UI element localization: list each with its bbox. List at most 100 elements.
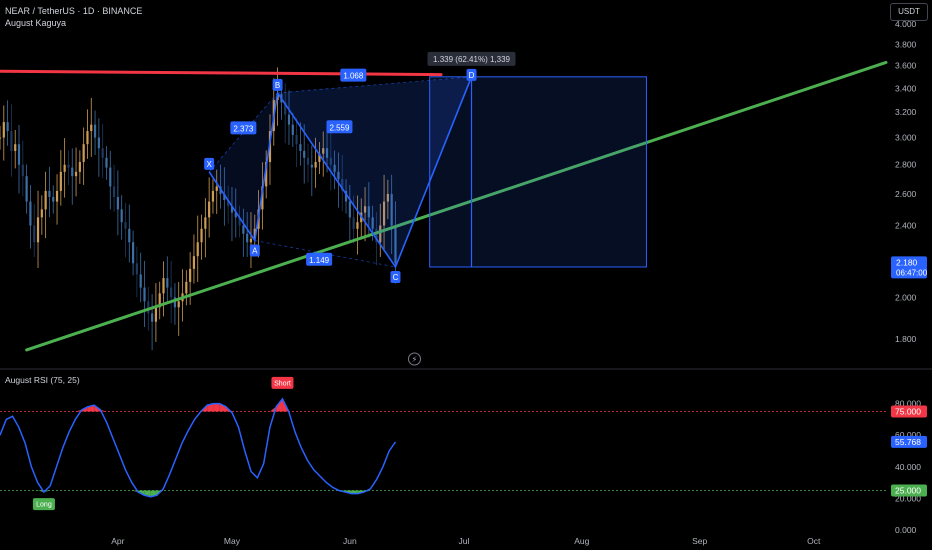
long-marker-label: Long — [36, 502, 52, 509]
symbol-title[interactable]: NEAR / TetherUS · 1D · BINANCE — [5, 6, 143, 16]
candle-body — [322, 148, 325, 154]
short-marker-label: Short — [274, 380, 291, 387]
price-tick-label: 2.400 — [895, 220, 917, 230]
ratio-label: 1.149 — [309, 256, 330, 265]
time-tick-label: Jul — [458, 536, 469, 546]
candle-body — [135, 263, 138, 275]
rsi-overbought-fill — [207, 403, 214, 412]
point-badge-x — [204, 157, 215, 170]
candle-body — [151, 313, 154, 322]
candle-body — [253, 228, 256, 239]
point-label-c: C — [393, 273, 399, 282]
candle-body — [284, 102, 287, 115]
rsi-last-value: 55.768 — [895, 437, 921, 447]
candle-body — [325, 148, 329, 158]
candle-body — [36, 217, 40, 243]
candle-body — [299, 144, 302, 151]
candle-body — [227, 200, 230, 207]
candle-body — [295, 134, 298, 145]
flash-icon — [407, 352, 421, 366]
candle-body — [386, 193, 389, 202]
ratio-label: 2.559 — [329, 123, 350, 132]
candle-body — [192, 256, 196, 269]
price-tick-label: 2.000 — [895, 292, 917, 302]
candlestick-series — [0, 67, 397, 351]
rsi-level-badge — [891, 405, 927, 418]
trendlines[interactable] — [0, 60, 888, 352]
point-badge-d — [466, 68, 477, 81]
candle-body — [128, 228, 131, 243]
time-tick-label: Oct — [807, 536, 821, 546]
candle-body — [230, 206, 234, 213]
candle-body — [112, 186, 116, 197]
candle-body — [25, 176, 28, 202]
candle-body — [314, 161, 317, 168]
candle-body — [44, 190, 47, 210]
candle-body — [14, 144, 17, 151]
currency-button[interactable]: USDT — [890, 3, 928, 21]
pattern-fill-xab — [209, 92, 278, 241]
last-price-badge — [891, 256, 927, 279]
candle-body — [59, 171, 62, 191]
measure-label: 1.339 (62.41%) 1,339 — [433, 55, 510, 64]
candle-body — [238, 217, 241, 226]
measure-label-bg — [427, 51, 516, 66]
candle-body — [390, 193, 393, 226]
point-label-x: X — [206, 160, 212, 169]
point-label-b: B — [275, 81, 280, 90]
harmonic-pattern[interactable]: 1.339 (62.41%) 1,339 2.373 2.559 1.149 1.068… — [204, 51, 647, 366]
candle-body — [341, 179, 344, 191]
candle-body — [375, 228, 378, 243]
rsi-level-badge — [891, 484, 927, 497]
candle-body — [242, 225, 245, 234]
rsi-level-label: 75.000 — [895, 407, 921, 417]
time-tick-label: Sep — [692, 536, 707, 546]
candle-body — [63, 164, 66, 172]
long-marker — [32, 498, 55, 511]
price-tick-label: 4.000 — [895, 19, 917, 29]
candle-body — [204, 217, 207, 229]
price-tick-label: 2.800 — [895, 160, 917, 170]
candle-body — [33, 225, 36, 243]
candle-body — [352, 217, 355, 229]
candle-body — [371, 217, 374, 229]
candle-body — [265, 161, 268, 187]
pattern-ratio-line — [277, 76, 472, 94]
candle-body — [2, 122, 5, 138]
candle-body — [196, 242, 199, 257]
candle-body — [173, 297, 177, 308]
candle-body — [86, 131, 89, 145]
support-trendline — [25, 60, 888, 352]
candle-body — [223, 193, 226, 201]
candle-body — [234, 212, 237, 218]
ratio-badge — [230, 121, 257, 135]
rsi-oversold-fill — [156, 490, 164, 496]
candle-body — [109, 167, 112, 187]
rsi-tick-label: 60.000 — [895, 430, 921, 440]
candle-body — [356, 222, 359, 229]
rsi-tick-label: 40.000 — [895, 462, 921, 472]
candle-body — [329, 157, 332, 165]
price-axis: 4.000 3.800 3.600 3.400 3.200 3.000 2.800 2.600… — [891, 19, 928, 344]
candle-body — [337, 171, 340, 180]
rsi-last-badge — [891, 435, 927, 448]
ratio-badge — [340, 68, 367, 82]
price-countdown-label: 06:47:00 — [896, 268, 928, 277]
candle-body — [40, 209, 43, 218]
ratio-badge — [326, 120, 353, 134]
candle-body — [48, 190, 51, 197]
time-tick-label: Aug — [574, 536, 589, 546]
candle-body — [10, 131, 13, 151]
candle-body — [67, 164, 70, 168]
candle-body — [158, 293, 161, 308]
time-tick-label: Jun — [343, 536, 357, 546]
candle-body — [261, 186, 264, 210]
flash-icon-glyph: ⚡ — [412, 355, 418, 364]
candle-body — [318, 153, 321, 162]
indicator-title[interactable]: August Kaguya — [5, 18, 67, 28]
candle-body — [139, 274, 142, 288]
candle-body — [6, 122, 9, 132]
candle-body — [93, 124, 97, 138]
candle-body — [78, 161, 81, 172]
